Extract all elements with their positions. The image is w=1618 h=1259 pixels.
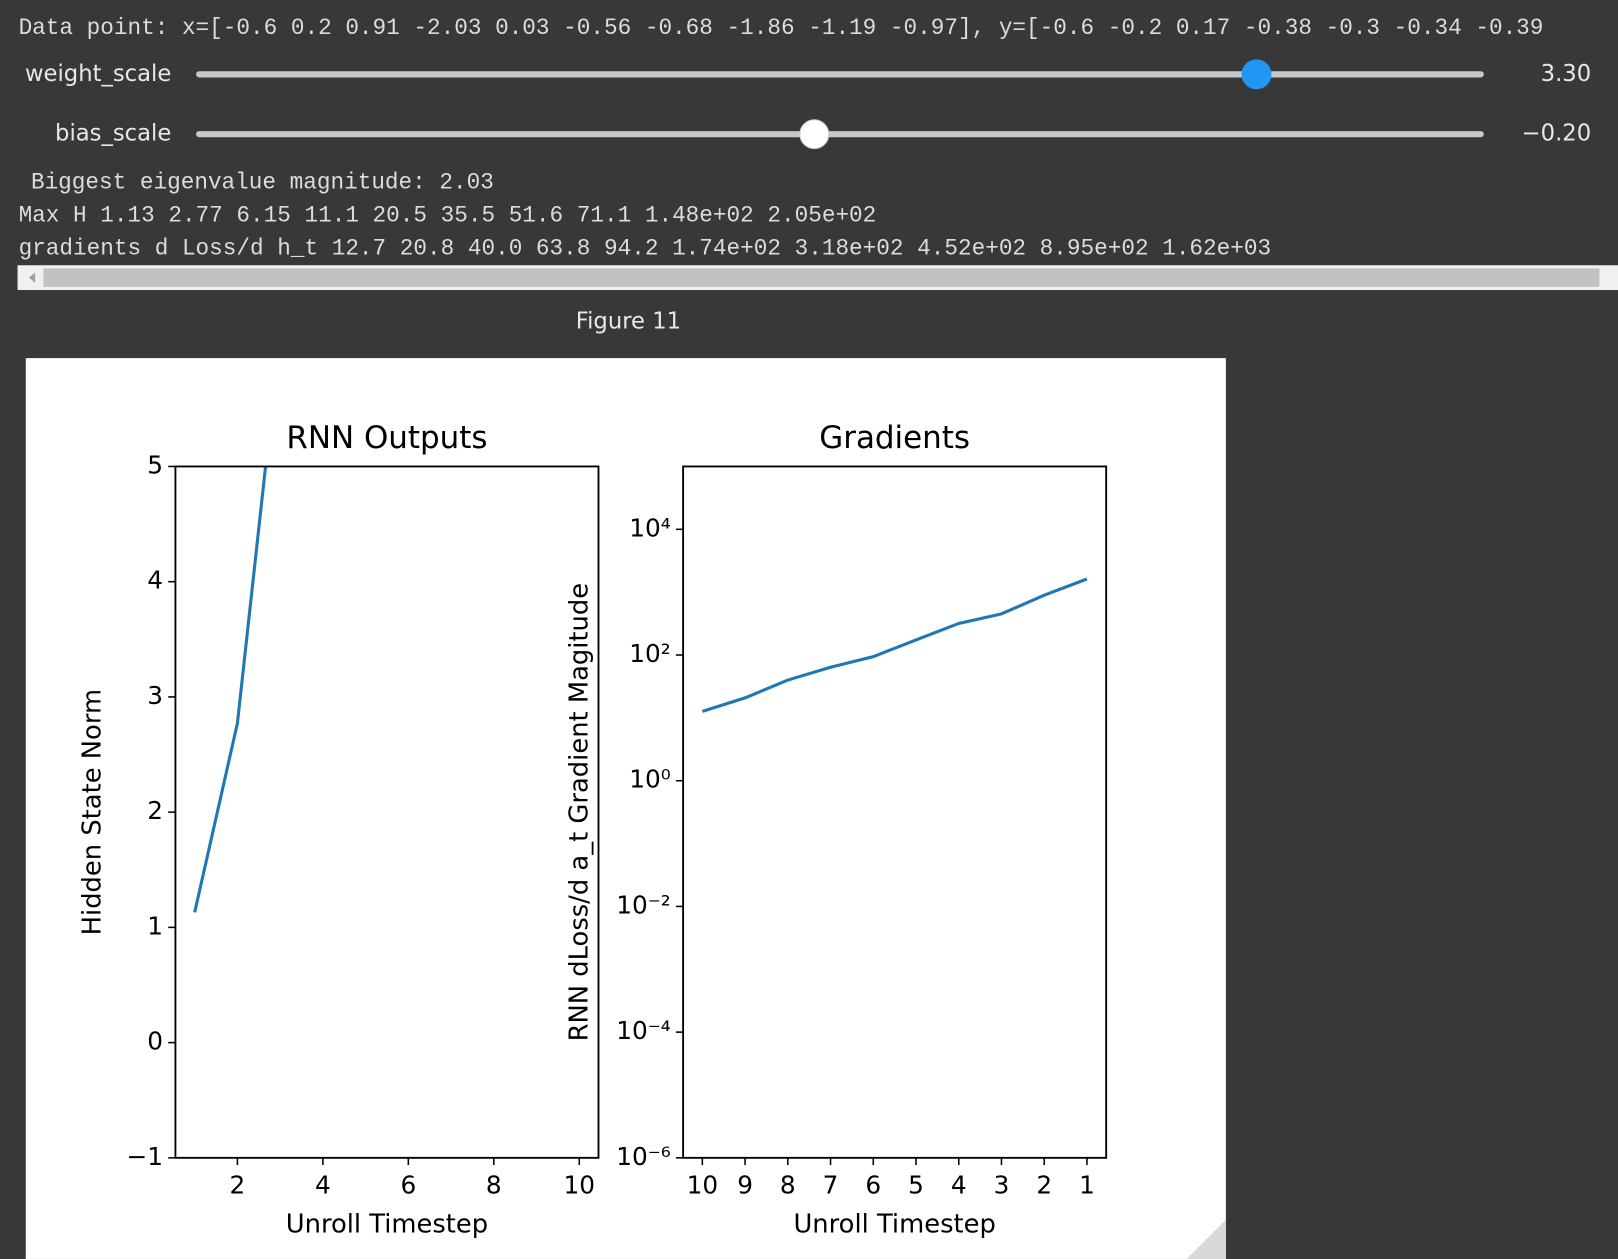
x-tick-label: 6	[400, 1171, 416, 1200]
x-tick-label: 8	[780, 1171, 796, 1200]
x-tick-label: 5	[908, 1171, 924, 1200]
slider-value: 3.30	[1541, 61, 1592, 87]
x-tick-label: 2	[1036, 1171, 1052, 1200]
output-line: Biggest eigenvalue magnitude: 2.03	[31, 170, 494, 196]
figure-canvas	[25, 358, 1226, 1259]
y-tick-label: 10⁻²	[616, 890, 670, 919]
y-axis-label: Hidden State Norm	[77, 689, 107, 935]
scroll-left-arrow[interactable]	[28, 272, 36, 283]
x-tick-label: 10	[564, 1171, 595, 1200]
x-tick-label: 1	[1079, 1171, 1095, 1200]
data-line	[701, 577, 1088, 713]
output-line: Data point: x=[-0.6 0.2 0.91 -2.03 0.03 …	[19, 15, 1544, 41]
y-tick-label: 10⁴	[629, 513, 670, 542]
x-axis-label: Unroll Timestep	[793, 1209, 995, 1239]
y-tick-label: 4	[147, 566, 163, 595]
y-tick-label: 10⁰	[629, 765, 670, 794]
chart: Gradients Unroll Timestep RNN dLoss/d a_t …	[564, 420, 1108, 1239]
y-tick-label: 10²	[629, 639, 670, 668]
x-axis-label: Unroll Timestep	[286, 1209, 488, 1239]
x-tick-label: 2	[230, 1171, 246, 1200]
x-tick-label: 9	[737, 1171, 753, 1200]
data-line	[193, 466, 268, 913]
slider-handle[interactable]	[799, 119, 830, 150]
y-tick-label: 5	[147, 450, 163, 479]
scrollbar-thumb[interactable]	[43, 268, 1600, 287]
y-tick-label: 2	[147, 796, 163, 825]
y-tick-label: 3	[147, 681, 163, 710]
y-tick-label: 10⁻⁴	[616, 1016, 671, 1045]
x-tick-label: 7	[823, 1171, 839, 1200]
x-tick-label: 3	[994, 1171, 1010, 1200]
output-line: gradients d Loss/d h_t 12.7 20.8 40.0 63…	[19, 236, 1272, 262]
y-axis-label: RNN dLoss/d a_t Gradient Magitude	[564, 583, 594, 1042]
y-tick-label: 1	[147, 911, 163, 940]
slider-value: −0.20	[1522, 121, 1592, 147]
chart-title: RNN Outputs	[286, 420, 487, 456]
axes-frame	[682, 465, 1108, 1159]
figure-title: Figure 11	[576, 308, 681, 334]
axes-frame	[174, 465, 600, 1159]
y-tick-label: 10⁻⁶	[616, 1142, 671, 1171]
x-tick-label: 4	[951, 1171, 967, 1200]
chart-title: Gradients	[819, 420, 970, 456]
x-tick-label: 4	[315, 1171, 331, 1200]
y-tick-label: −1	[127, 1142, 164, 1171]
x-tick-label: 8	[486, 1171, 502, 1200]
scrollbar[interactable]	[17, 265, 1618, 291]
resize-handle[interactable]	[1186, 1219, 1226, 1259]
chart: RNN Outputs Unroll Timestep Hidden State N…	[77, 420, 600, 1239]
slider-label: bias_scale	[55, 121, 171, 147]
slider-label: weight_scale	[25, 61, 171, 87]
slider-handle[interactable]	[1241, 59, 1272, 90]
output-line: Max H 1.13 2.77 6.15 11.1 20.5 35.5 51.6…	[19, 203, 877, 229]
y-tick-label: 0	[147, 1027, 163, 1056]
x-tick-label: 10	[687, 1171, 719, 1200]
x-tick-label: 6	[865, 1171, 881, 1200]
